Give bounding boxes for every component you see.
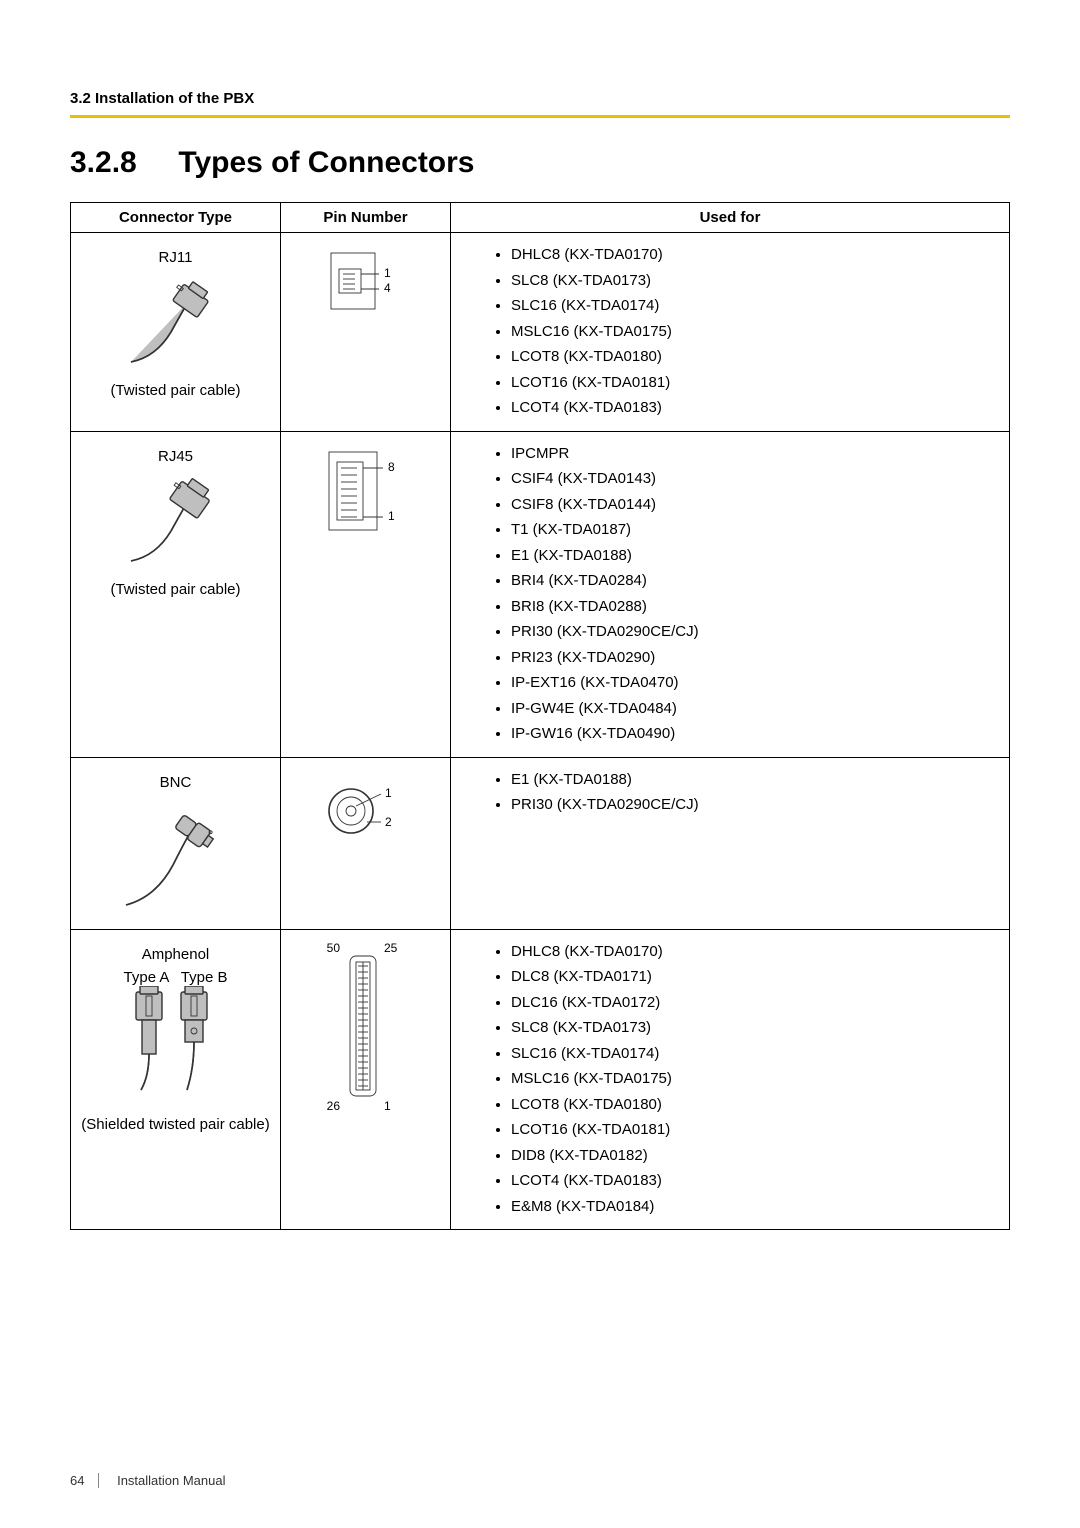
section-title: Types of Connectors xyxy=(178,146,474,179)
doc-title: Installation Manual xyxy=(117,1473,225,1488)
list-item: LCOT4 (KX-TDA0183) xyxy=(511,1170,999,1193)
table-row: Amphenol Type A Type B xyxy=(71,929,1010,1230)
header-rule xyxy=(70,115,1010,118)
svg-text:2: 2 xyxy=(385,815,392,829)
list-item: IP-GW4E (KX-TDA0484) xyxy=(511,698,999,721)
rj11-cable-icon xyxy=(116,272,236,376)
col-header-pin-number: Pin Number xyxy=(281,203,451,233)
list-item: E1 (KX-TDA0188) xyxy=(511,545,999,568)
connector-name: Amphenol xyxy=(81,946,270,963)
col-header-used-for: Used for xyxy=(451,203,1010,233)
svg-text:1: 1 xyxy=(388,509,395,523)
table-row: RJ11 (Twisted pa xyxy=(71,233,1010,432)
rj45-pin-diagram-icon: 8 1 xyxy=(311,440,421,554)
list-item: SLC8 (KX-TDA0173) xyxy=(511,1017,999,1040)
section-number: 3.2.8 xyxy=(70,146,170,180)
list-item: PRI23 (KX-TDA0290) xyxy=(511,647,999,670)
list-item: BRI8 (KX-TDA0288) xyxy=(511,596,999,619)
page-number: 64 xyxy=(70,1473,99,1488)
connector-table: Connector Type Pin Number Used for RJ11 xyxy=(70,202,1010,1230)
list-item: PRI30 (KX-TDA0290CE/CJ) xyxy=(511,794,999,817)
list-item: IPCMPR xyxy=(511,443,999,466)
list-item: LCOT8 (KX-TDA0180) xyxy=(511,1094,999,1117)
list-item: E1 (KX-TDA0188) xyxy=(511,769,999,792)
used-for-list: DHLC8 (KX-TDA0170) DLC8 (KX-TDA0171) DLC… xyxy=(461,941,999,1219)
list-item: E&M8 (KX-TDA0184) xyxy=(511,1196,999,1219)
list-item: PRI30 (KX-TDA0290CE/CJ) xyxy=(511,621,999,644)
used-for-list: IPCMPR CSIF4 (KX-TDA0143) CSIF8 (KX-TDA0… xyxy=(461,443,999,746)
list-item: MSLC16 (KX-TDA0175) xyxy=(511,1068,999,1091)
used-for-list: E1 (KX-TDA0188) PRI30 (KX-TDA0290CE/CJ) xyxy=(461,769,999,817)
list-item: DID8 (KX-TDA0182) xyxy=(511,1145,999,1168)
list-item: T1 (KX-TDA0187) xyxy=(511,519,999,542)
rj11-pin-diagram-icon: 1 4 xyxy=(311,241,421,335)
page-title: 3.2.8 Types of Connectors xyxy=(70,146,1010,180)
connector-note: (Shielded twisted pair cable) xyxy=(81,1116,270,1133)
svg-text:50: 50 xyxy=(326,941,340,955)
footer: 64 Installation Manual xyxy=(70,1473,226,1488)
list-item: LCOT4 (KX-TDA0183) xyxy=(511,397,999,420)
svg-text:1: 1 xyxy=(385,786,392,800)
connector-note: (Twisted pair cable) xyxy=(81,382,270,399)
list-item: LCOT16 (KX-TDA0181) xyxy=(511,372,999,395)
list-item: DHLC8 (KX-TDA0170) xyxy=(511,941,999,964)
svg-text:25: 25 xyxy=(384,941,398,955)
bnc-pin-diagram-icon: 1 2 xyxy=(311,766,421,860)
list-item: CSIF4 (KX-TDA0143) xyxy=(511,468,999,491)
svg-text:4: 4 xyxy=(384,281,391,295)
list-item: MSLC16 (KX-TDA0175) xyxy=(511,321,999,344)
connector-note: (Twisted pair cable) xyxy=(81,581,270,598)
list-item: DHLC8 (KX-TDA0170) xyxy=(511,244,999,267)
svg-text:1: 1 xyxy=(384,1099,391,1113)
connector-types: Type A Type B xyxy=(81,969,270,986)
list-item: SLC16 (KX-TDA0174) xyxy=(511,1043,999,1066)
connector-name: RJ45 xyxy=(81,448,270,465)
list-item: CSIF8 (KX-TDA0144) xyxy=(511,494,999,517)
list-item: IP-GW16 (KX-TDA0490) xyxy=(511,723,999,746)
table-row: BNC xyxy=(71,757,1010,929)
bnc-cable-icon xyxy=(111,797,241,921)
table-row: RJ45 (Twisted pair cable) xyxy=(71,431,1010,757)
rj45-cable-icon xyxy=(116,471,236,575)
list-item: DLC16 (KX-TDA0172) xyxy=(511,992,999,1015)
breadcrumb: 3.2 Installation of the PBX xyxy=(70,90,1010,107)
amphenol-pin-diagram-icon: 50 25 26 1 xyxy=(306,938,426,1122)
amphenol-cable-icon xyxy=(106,986,246,1110)
list-item: SLC16 (KX-TDA0174) xyxy=(511,295,999,318)
list-item: BRI4 (KX-TDA0284) xyxy=(511,570,999,593)
svg-text:1: 1 xyxy=(384,266,391,280)
used-for-list: DHLC8 (KX-TDA0170) SLC8 (KX-TDA0173) SLC… xyxy=(461,244,999,420)
svg-text:8: 8 xyxy=(388,460,395,474)
col-header-connector-type: Connector Type xyxy=(71,203,281,233)
list-item: IP-EXT16 (KX-TDA0470) xyxy=(511,672,999,695)
list-item: LCOT8 (KX-TDA0180) xyxy=(511,346,999,369)
list-item: LCOT16 (KX-TDA0181) xyxy=(511,1119,999,1142)
connector-name: BNC xyxy=(81,774,270,791)
svg-text:26: 26 xyxy=(326,1099,340,1113)
list-item: SLC8 (KX-TDA0173) xyxy=(511,270,999,293)
list-item: DLC8 (KX-TDA0171) xyxy=(511,966,999,989)
connector-name: RJ11 xyxy=(81,249,270,266)
